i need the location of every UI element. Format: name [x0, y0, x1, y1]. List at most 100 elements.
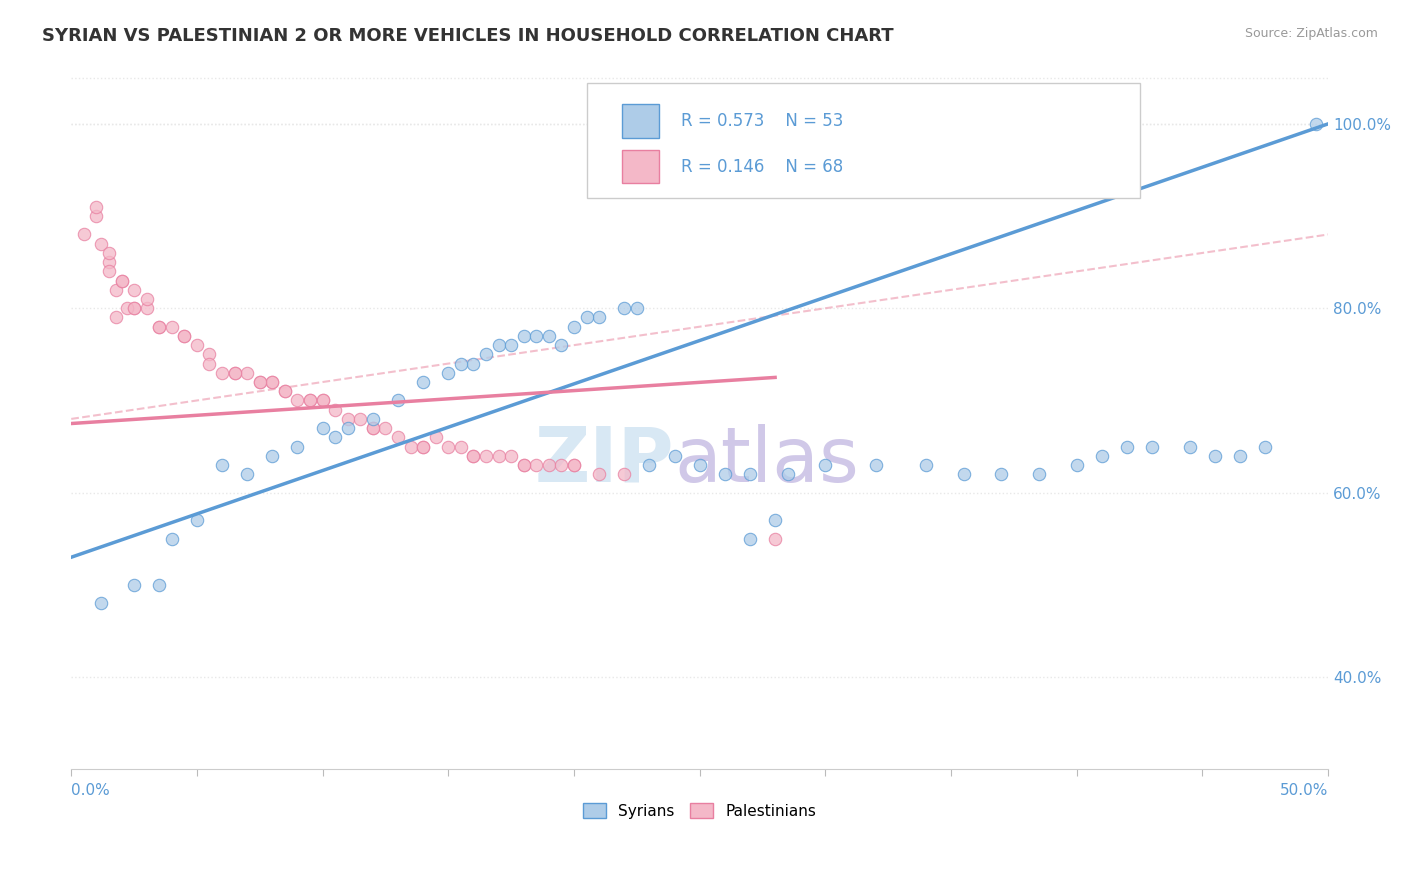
- Point: [336, 412, 359, 426]
- Point: [437, 440, 460, 454]
- Point: [198, 357, 221, 371]
- FancyBboxPatch shape: [621, 104, 659, 138]
- Point: [86, 209, 108, 223]
- Point: [122, 301, 145, 316]
- Point: [1254, 440, 1277, 454]
- Point: [562, 319, 585, 334]
- Text: 0.0%: 0.0%: [72, 783, 110, 798]
- Point: [1091, 449, 1114, 463]
- Point: [186, 513, 208, 527]
- Point: [361, 412, 384, 426]
- Point: [274, 384, 297, 399]
- Point: [626, 301, 648, 316]
- Point: [425, 430, 447, 444]
- Point: [198, 347, 221, 361]
- Point: [763, 513, 786, 527]
- Point: [262, 375, 284, 389]
- Point: [714, 467, 737, 482]
- Point: [412, 375, 434, 389]
- Point: [387, 393, 409, 408]
- Point: [1178, 440, 1201, 454]
- Point: [689, 458, 711, 472]
- Point: [211, 458, 233, 472]
- Point: [1229, 449, 1251, 463]
- Text: ZIP: ZIP: [536, 424, 675, 498]
- Point: [135, 292, 157, 306]
- Point: [524, 458, 547, 472]
- Point: [475, 347, 498, 361]
- Point: [450, 357, 472, 371]
- Point: [463, 357, 485, 371]
- Point: [399, 440, 422, 454]
- Point: [537, 329, 560, 343]
- Point: [90, 596, 112, 610]
- Point: [236, 467, 259, 482]
- Point: [588, 467, 610, 482]
- FancyBboxPatch shape: [621, 150, 659, 184]
- Point: [86, 200, 108, 214]
- Text: SYRIAN VS PALESTINIAN 2 OR MORE VEHICLES IN HOUSEHOLD CORRELATION CHART: SYRIAN VS PALESTINIAN 2 OR MORE VEHICLES…: [42, 27, 894, 45]
- Point: [148, 319, 170, 334]
- Text: atlas: atlas: [675, 424, 859, 498]
- Point: [122, 283, 145, 297]
- Point: [274, 384, 297, 399]
- Point: [1116, 440, 1139, 454]
- Point: [512, 458, 534, 472]
- Point: [349, 412, 371, 426]
- Point: [763, 532, 786, 546]
- Point: [287, 440, 309, 454]
- Point: [249, 375, 271, 389]
- Point: [173, 329, 195, 343]
- Point: [915, 458, 938, 472]
- Text: 50.0%: 50.0%: [1279, 783, 1329, 798]
- FancyBboxPatch shape: [586, 83, 1140, 198]
- Point: [105, 283, 128, 297]
- Point: [814, 458, 837, 472]
- Text: R = 0.573    N = 53: R = 0.573 N = 53: [681, 112, 844, 130]
- Point: [524, 329, 547, 343]
- Point: [97, 246, 120, 260]
- Point: [575, 310, 598, 325]
- Point: [211, 366, 233, 380]
- Point: [550, 458, 572, 472]
- Point: [361, 421, 384, 435]
- Point: [311, 393, 333, 408]
- Point: [311, 393, 333, 408]
- Point: [738, 467, 761, 482]
- Point: [299, 393, 322, 408]
- Point: [186, 338, 208, 352]
- Point: [1305, 117, 1327, 131]
- Point: [249, 375, 271, 389]
- Point: [664, 449, 686, 463]
- Point: [148, 578, 170, 592]
- Point: [501, 338, 523, 352]
- Point: [90, 236, 112, 251]
- Point: [173, 329, 195, 343]
- Point: [110, 274, 132, 288]
- Point: [437, 366, 460, 380]
- Point: [475, 449, 498, 463]
- Point: [148, 319, 170, 334]
- Point: [361, 421, 384, 435]
- Point: [287, 393, 309, 408]
- Point: [1140, 440, 1163, 454]
- Point: [550, 338, 572, 352]
- Point: [160, 319, 183, 334]
- Point: [463, 449, 485, 463]
- Point: [122, 578, 145, 592]
- Point: [1028, 467, 1050, 482]
- Point: [450, 440, 472, 454]
- Point: [224, 366, 246, 380]
- Legend: Syrians, Palestinians: Syrians, Palestinians: [578, 797, 823, 825]
- Point: [97, 264, 120, 278]
- Point: [512, 458, 534, 472]
- Point: [562, 458, 585, 472]
- Point: [97, 255, 120, 269]
- Point: [115, 301, 138, 316]
- Point: [1204, 449, 1226, 463]
- Point: [135, 301, 157, 316]
- Point: [374, 421, 396, 435]
- Point: [488, 449, 510, 463]
- Point: [990, 467, 1012, 482]
- Point: [236, 366, 259, 380]
